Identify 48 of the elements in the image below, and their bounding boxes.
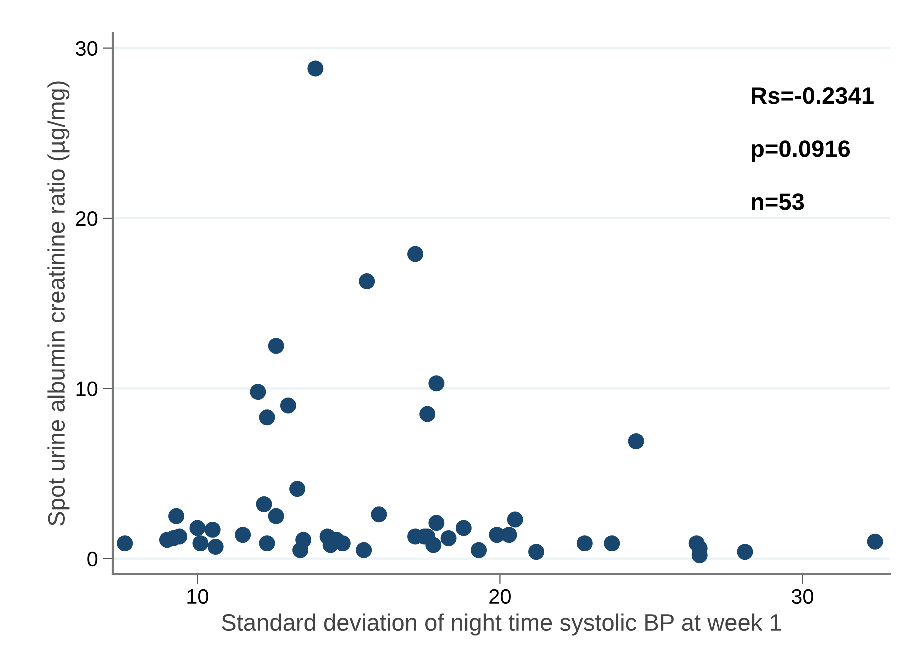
point [604,536,620,552]
point [737,544,754,560]
point [190,520,206,536]
point [428,376,445,392]
point [235,527,252,544]
point [426,537,442,554]
point [250,384,266,400]
point [204,522,221,538]
point [628,433,644,450]
point [117,536,134,552]
point [296,532,312,548]
y-tick-label: 10 [76,382,98,396]
y-tick-label: 20 [76,212,98,226]
point [408,246,424,262]
point [420,406,436,422]
point [528,544,544,560]
x-tick-label: 30 [792,589,814,604]
x-axis-title: Standard deviation of night time systolic BP at week 1 [222,614,782,636]
x-tick-label: 10 [188,589,208,604]
point [501,527,518,544]
y-axis-title: Spot urine albumin creatinine ratio (µg/mg) [48,82,70,526]
point [268,508,284,524]
point [371,506,388,523]
point [440,530,457,546]
point [456,520,472,536]
annotation: Rs=-0.2341 [752,88,874,104]
point [867,534,884,550]
point [356,542,372,558]
y-tick-label: 0 [88,552,98,567]
point [208,538,224,555]
y-tick-label: 30 [76,41,98,56]
point [268,338,284,354]
point [359,273,376,290]
point [259,536,276,552]
x-tick-label: 20 [490,589,511,604]
point [290,481,306,498]
point [256,496,272,512]
point [280,398,296,414]
point [168,508,185,524]
point [507,512,524,528]
annotation: p=0.0916 [752,140,850,162]
point [259,410,276,426]
point [308,60,324,77]
point [576,536,593,552]
point [428,515,445,532]
point [192,536,209,552]
annotation: n=53 [752,194,804,210]
point [471,542,488,558]
